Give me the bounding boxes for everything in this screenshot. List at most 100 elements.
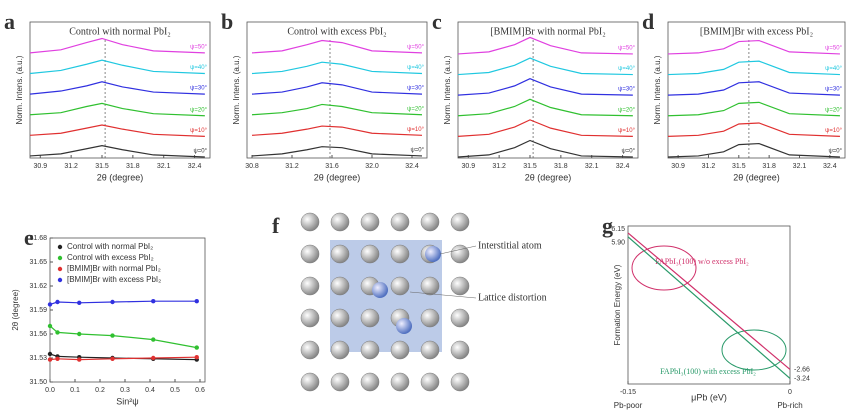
x-axis-label: μPb (eV)	[691, 392, 727, 402]
legend-marker	[57, 244, 63, 250]
x-tick-label: 31.2	[285, 163, 299, 170]
x-tick-label: 32.1	[585, 163, 599, 170]
fit-line	[49, 325, 197, 349]
atom	[420, 276, 440, 296]
value-label: 6.15	[611, 226, 625, 233]
atoms	[300, 212, 470, 392]
series-label: ψ=50°	[825, 46, 842, 52]
atom	[450, 212, 470, 232]
x-tick-label: 32.0	[365, 163, 379, 170]
atom	[420, 212, 440, 232]
chart-title: [BMIM]Br with normal PbI₂	[490, 26, 605, 37]
point	[55, 330, 60, 335]
x-tick-label: 31.2	[702, 163, 716, 170]
legend-marker	[57, 255, 63, 261]
series-line	[29, 145, 205, 158]
atom	[360, 308, 380, 328]
series-label: ψ=30°	[618, 87, 635, 93]
series-line	[29, 124, 205, 137]
x-tick-label: 30.9	[461, 163, 475, 170]
series-label: ψ=50°	[618, 46, 635, 52]
y-tick-label: 31.59	[29, 307, 47, 314]
series-label: ψ=40°	[407, 65, 424, 71]
point	[77, 300, 82, 305]
x-end-label: Pb-poor	[614, 401, 643, 410]
plot-frame	[627, 225, 791, 385]
atom	[420, 308, 440, 328]
atom	[390, 212, 410, 232]
atom	[300, 372, 320, 392]
x-tick-label: 32.1	[157, 163, 171, 170]
atom	[450, 244, 470, 264]
x-tick-label: 0.0	[45, 387, 55, 394]
interstitial-atom	[372, 282, 388, 298]
x-axis-label: Sin²ψ	[116, 396, 138, 406]
panel-letter: d	[642, 9, 654, 34]
atom	[390, 276, 410, 296]
point	[194, 345, 199, 350]
panel-letter: g	[602, 213, 613, 238]
plot-frame	[29, 21, 211, 159]
series-label: ψ=40°	[825, 66, 842, 72]
series-line	[29, 37, 205, 54]
x-axis-label: 2θ (degree)	[733, 172, 780, 182]
series-label: ψ=0°	[410, 148, 424, 154]
series-line	[251, 61, 423, 75]
atom	[390, 340, 410, 360]
y-tick-label: 31.56	[29, 331, 47, 338]
series-line	[251, 103, 423, 116]
value-label: -3.24	[794, 375, 810, 382]
point	[47, 357, 53, 362]
point	[77, 357, 82, 362]
atom	[420, 372, 440, 392]
series-label: ψ=50°	[190, 44, 207, 50]
series-line	[627, 232, 791, 370]
chart-title: [BMIM]Br with excess PbI₂	[700, 26, 813, 37]
atom	[330, 340, 350, 360]
x-tick-label: 31.5	[95, 163, 109, 170]
annotation: Interstitial atom	[478, 240, 542, 251]
y-axis-label: Norm. Intens. (a.u.)	[232, 55, 241, 124]
lattice-diagram: f Interstitial atom Lattice distortion	[272, 212, 547, 392]
x-tick-label: 0.5	[170, 387, 180, 394]
series-line	[457, 98, 633, 117]
series-line	[29, 59, 205, 75]
atom	[330, 372, 350, 392]
atom	[390, 244, 410, 264]
y-axis-label: Norm. Intens. (a.u.)	[443, 55, 452, 124]
series-label: ψ=20°	[825, 107, 842, 113]
panel-letter: c	[432, 9, 442, 34]
point	[77, 331, 82, 337]
atom	[450, 308, 470, 328]
series-line	[457, 57, 633, 76]
x-axis-label: 2θ (degree)	[525, 172, 572, 182]
panel-letter: e	[24, 225, 34, 250]
x-tick-label: 31.2	[492, 163, 506, 170]
point	[55, 299, 60, 305]
y-tick-label: 31.50	[29, 379, 47, 386]
series-line	[457, 139, 633, 158]
legend-marker	[57, 266, 63, 272]
series-label: ψ=10°	[407, 127, 424, 133]
series-label: ψ=10°	[190, 128, 207, 134]
point	[110, 333, 115, 338]
point	[151, 299, 156, 304]
x-tick-label: 30.9	[33, 163, 47, 170]
atom	[300, 212, 320, 232]
legend-label: Control with normal PbI₂	[67, 242, 153, 251]
pointer	[439, 245, 477, 255]
series-line	[29, 102, 205, 117]
series-label: ψ=30°	[190, 86, 207, 92]
atom	[330, 276, 350, 296]
series-label: ψ=0°	[621, 149, 635, 155]
series-line	[29, 81, 205, 95]
point	[110, 356, 115, 361]
x-tick-label: 31.5	[732, 163, 746, 170]
atom	[450, 276, 470, 296]
panel-letter: f	[272, 213, 280, 238]
series-label: ψ=20°	[618, 107, 635, 113]
series-line	[457, 119, 633, 137]
x-tick-label: 30.9	[671, 163, 685, 170]
plot-frame	[667, 21, 846, 159]
